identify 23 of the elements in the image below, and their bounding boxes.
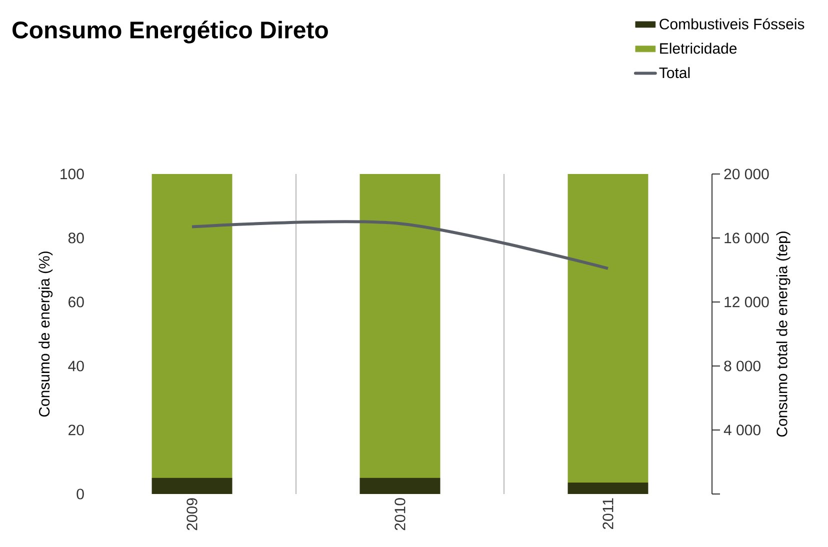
y2-tick-label: 8 000 <box>724 360 760 372</box>
y2-tick-label: 20 000 <box>724 168 769 180</box>
y-tick-label: 20 <box>68 424 84 436</box>
x-tick-label: 2009 <box>186 498 198 530</box>
y-tick-label: 0 <box>76 488 84 500</box>
legend-label: Total <box>659 67 690 78</box>
bar <box>568 482 648 494</box>
chart-title: Consumo Energético Direto <box>12 20 328 44</box>
y-tick-label: 80 <box>68 232 84 244</box>
y2-tick-label: 16 000 <box>724 232 769 244</box>
y2-axis-title: Consumo total de energia (tep) <box>776 232 790 437</box>
y-axis-title: Consumo de energia (%) <box>38 252 53 417</box>
bar <box>360 478 440 494</box>
y-tick-label: 40 <box>68 360 84 372</box>
y2-tick-label: 4 000 <box>724 424 760 436</box>
y2-tick-label: 12 000 <box>724 296 769 308</box>
bar <box>152 478 232 494</box>
x-tick-label: 2011 <box>602 498 614 530</box>
legend-label: Combustiveis Fósseis <box>660 18 804 30</box>
x-tick-label: 2010 <box>394 498 406 530</box>
y-tick-label: 60 <box>68 296 84 308</box>
y-tick-label: 100 <box>60 168 84 180</box>
legend-label: Eletricidade <box>660 42 737 54</box>
